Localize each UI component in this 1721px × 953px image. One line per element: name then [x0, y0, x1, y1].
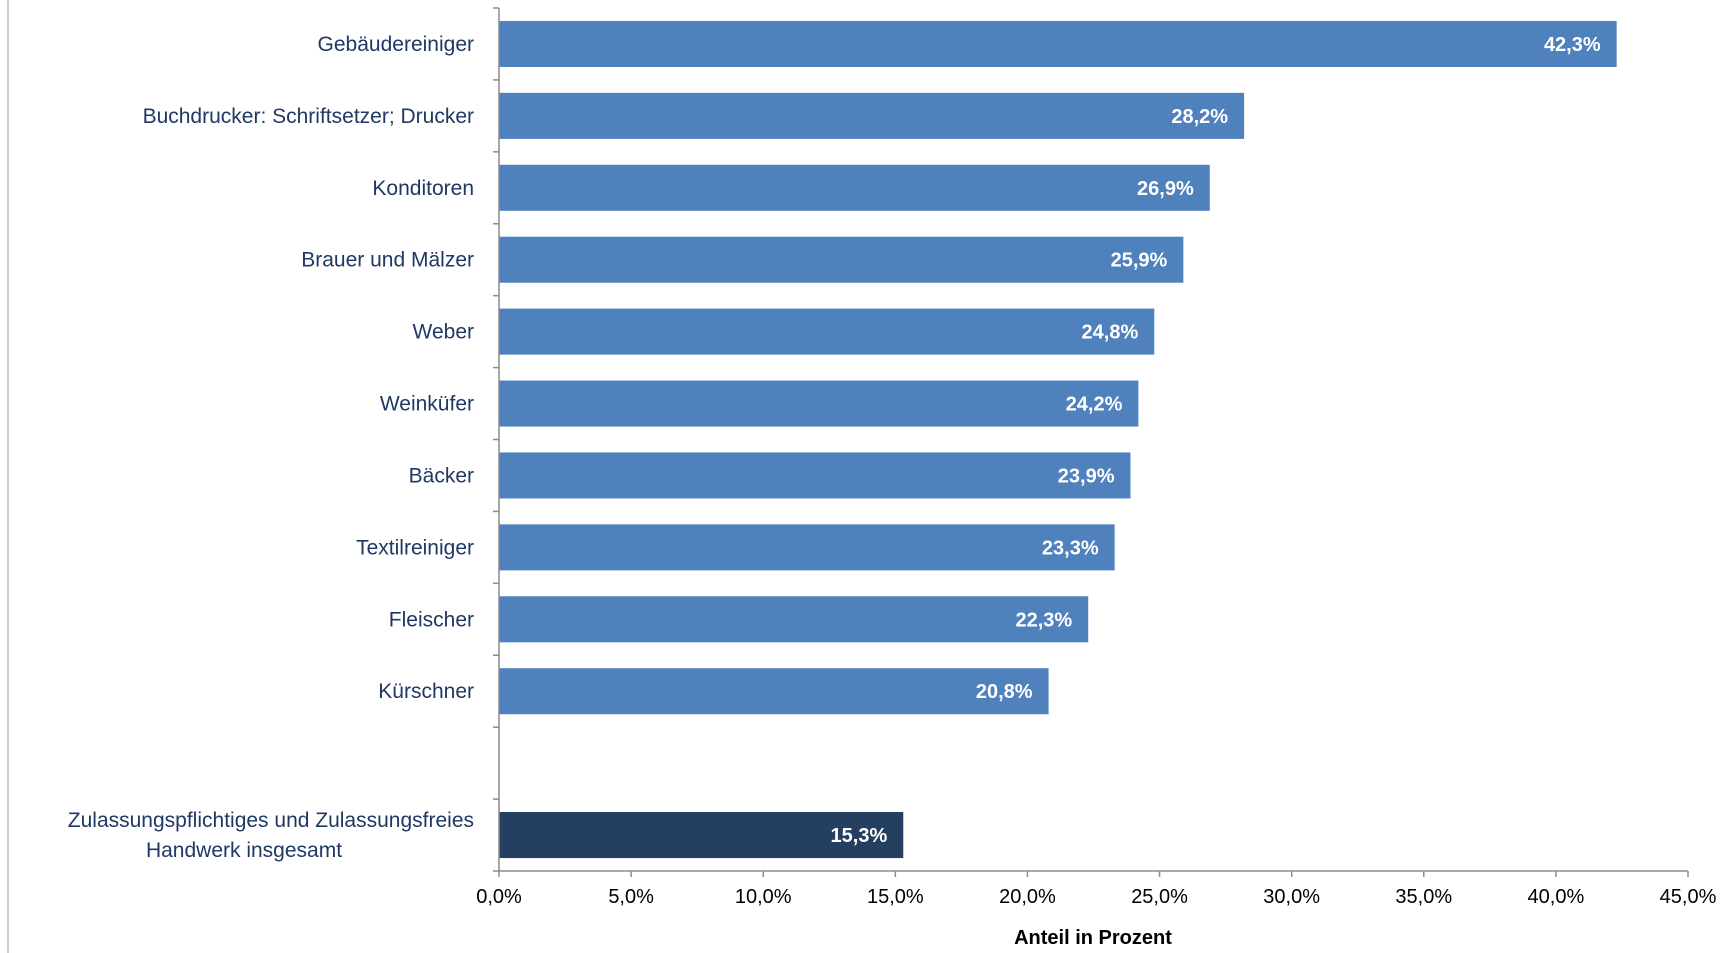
x-tick-label-6: 30,0% — [1263, 886, 1320, 908]
category-label-8: Fleischer — [389, 608, 474, 631]
x-tick-label-0: 0,0% — [476, 886, 522, 908]
bar-9 — [499, 668, 1049, 715]
x-tick-label-8: 40,0% — [1528, 886, 1585, 908]
value-label-4: 24,8% — [1082, 322, 1139, 344]
bar-1 — [499, 92, 1245, 139]
bar-2 — [499, 164, 1210, 211]
bars-layer — [499, 20, 1617, 859]
category-label-1: Buchdrucker: Schriftsetzer; Drucker — [143, 105, 474, 128]
category-label-4: Weber — [413, 321, 474, 344]
category-label-11-line-1: Handwerk insgesamt — [146, 839, 342, 862]
x-tick-label-9: 45,0% — [1660, 886, 1717, 908]
category-label-11-line-0: Zulassungspflichtiges und Zulassungsfrei… — [68, 809, 474, 832]
x-axis-title: Anteil in Prozent — [1014, 927, 1172, 949]
bar-11 — [499, 812, 904, 859]
category-label-9: Kürschner — [378, 680, 474, 703]
labels-layer: 42,3% Gebäudereiniger 28,2% Buchdrucker: Sc… — [68, 33, 1717, 908]
bar-7 — [499, 524, 1115, 571]
bar-6 — [499, 452, 1131, 499]
bar-8 — [499, 596, 1089, 643]
category-label-11: Zulassungspflichtiges und Zulassungsfrei… — [68, 809, 474, 862]
bar-3 — [499, 236, 1184, 283]
x-tick-label-3: 15,0% — [867, 886, 924, 908]
value-label-2: 26,9% — [1137, 178, 1194, 200]
value-label-6: 23,9% — [1058, 465, 1115, 487]
value-label-0: 42,3% — [1544, 34, 1601, 56]
value-label-11: 15,3% — [831, 825, 888, 847]
x-tick-label-5: 25,0% — [1131, 886, 1188, 908]
bar-4 — [499, 308, 1155, 355]
axes-layer — [493, 7, 1689, 877]
category-label-7: Textilreiniger — [356, 536, 474, 559]
value-label-9: 20,8% — [976, 681, 1033, 703]
value-label-7: 23,3% — [1042, 537, 1099, 559]
category-label-3: Brauer und Mälzer — [301, 249, 474, 272]
bar-0 — [499, 20, 1617, 67]
category-label-0: Gebäudereiniger — [318, 33, 474, 56]
x-tick-label-7: 35,0% — [1395, 886, 1452, 908]
value-label-1: 28,2% — [1171, 106, 1228, 128]
value-label-8: 22,3% — [1015, 609, 1072, 631]
value-label-5: 24,2% — [1066, 394, 1123, 416]
x-tick-label-1: 5,0% — [608, 886, 654, 908]
bar-5 — [499, 380, 1139, 427]
category-label-2: Konditoren — [372, 177, 474, 200]
category-label-5: Weinküfer — [380, 393, 474, 416]
value-label-3: 25,9% — [1111, 250, 1168, 272]
x-tick-label-2: 10,0% — [735, 886, 792, 908]
x-tick-label-4: 20,0% — [999, 886, 1056, 908]
category-label-6: Bäcker — [409, 464, 474, 487]
